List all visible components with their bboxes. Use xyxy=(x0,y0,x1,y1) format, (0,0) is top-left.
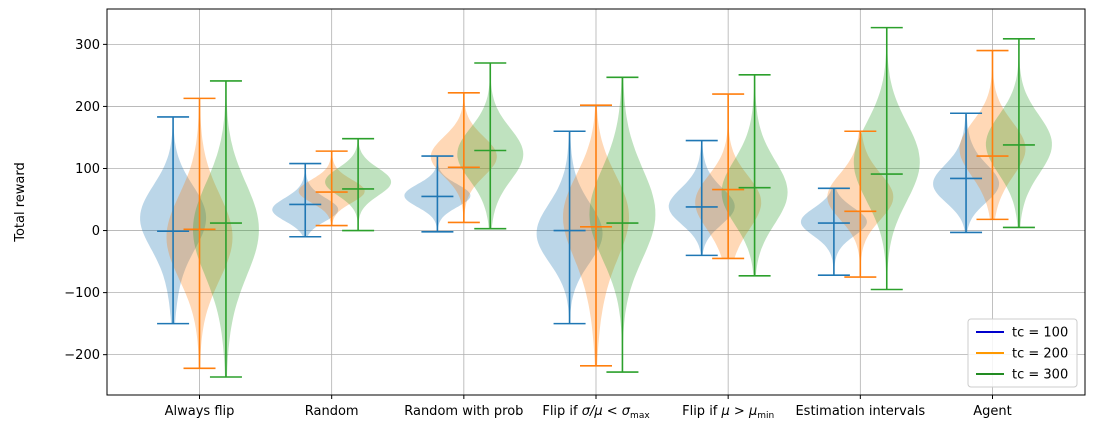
x-tick-label: Always flip xyxy=(165,404,235,419)
y-tick-label: 200 xyxy=(75,100,100,115)
legend-label: tc = 300 xyxy=(1012,368,1068,383)
x-tick-label: Random with prob xyxy=(404,404,523,419)
y-tick-label: −200 xyxy=(64,348,100,363)
legend-label: tc = 200 xyxy=(1012,347,1068,362)
legend: tc = 100 tc = 200 tc = 300 xyxy=(967,318,1078,388)
y-tick-label: 0 xyxy=(92,224,100,239)
y-tick-label: 100 xyxy=(75,162,100,177)
y-tick-label: −100 xyxy=(64,286,100,301)
legend-label: tc = 100 xyxy=(1012,326,1068,341)
x-tick-label: Random xyxy=(305,404,359,419)
y-axis: −200 −100 0 100 200 300 xyxy=(64,38,107,363)
x-tick-label: Estimation intervals xyxy=(795,404,925,419)
range-bar-layer xyxy=(157,26,1035,378)
x-tick-label: Flip if σ/μ < σmax xyxy=(542,404,650,421)
x-tick-label: Flip if μ > μmin xyxy=(682,404,774,421)
x-tick-label: Agent xyxy=(973,404,1011,419)
y-tick-label: 300 xyxy=(75,38,100,53)
legend-box xyxy=(967,318,1078,388)
y-axis-title: Total reward xyxy=(13,162,28,243)
x-axis: Always flip Random Random with prob Flip if… xyxy=(165,395,1012,421)
